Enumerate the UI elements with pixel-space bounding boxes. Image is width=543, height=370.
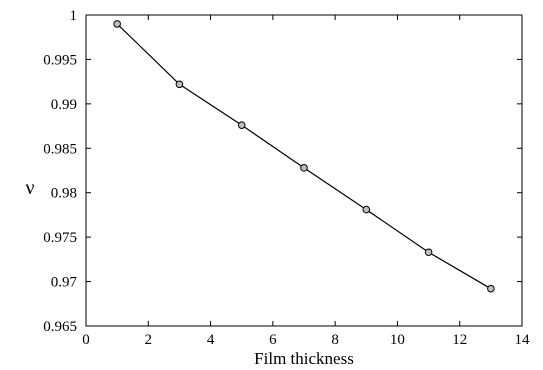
y-tick-label: 0.975 bbox=[43, 230, 77, 246]
y-tick-label: 0.98 bbox=[51, 186, 77, 202]
data-point bbox=[175, 80, 184, 89]
x-tick-label: 10 bbox=[390, 332, 405, 348]
x-tick-label: 0 bbox=[82, 332, 90, 348]
data-point bbox=[487, 284, 495, 293]
y-tick-label: 0.995 bbox=[43, 52, 77, 68]
y-tick-label: 0.965 bbox=[43, 319, 77, 335]
x-tick-label: 6 bbox=[269, 332, 277, 348]
plot-frame bbox=[85, 14, 523, 327]
x-axis-label: Film thickness bbox=[254, 349, 354, 368]
x-tick-label: 4 bbox=[207, 332, 215, 348]
x-tick-label: 12 bbox=[452, 332, 467, 348]
data-point bbox=[300, 164, 308, 172]
data-point bbox=[113, 20, 121, 28]
x-tick-label: 2 bbox=[145, 332, 153, 348]
data-point bbox=[424, 248, 433, 257]
data-point bbox=[362, 205, 371, 214]
y-tick-label: 0.99 bbox=[51, 97, 77, 113]
axis-ticks: 0 2 4 6 8 10 12 14 0.965 0.97 0.975 0.98 0.985 0.99 0.… bbox=[43, 8, 530, 348]
x-tick-label: 14 bbox=[515, 332, 531, 348]
y-tick-label: 0.97 bbox=[51, 275, 78, 291]
series-group bbox=[113, 20, 495, 293]
x-tick-label: 8 bbox=[331, 332, 339, 348]
y-tick-label: 0.985 bbox=[43, 141, 77, 157]
y-tick-label: 1 bbox=[70, 8, 78, 24]
series-line bbox=[116, 23, 492, 290]
y-axis-label: ν bbox=[25, 177, 34, 199]
data-point bbox=[237, 121, 246, 129]
